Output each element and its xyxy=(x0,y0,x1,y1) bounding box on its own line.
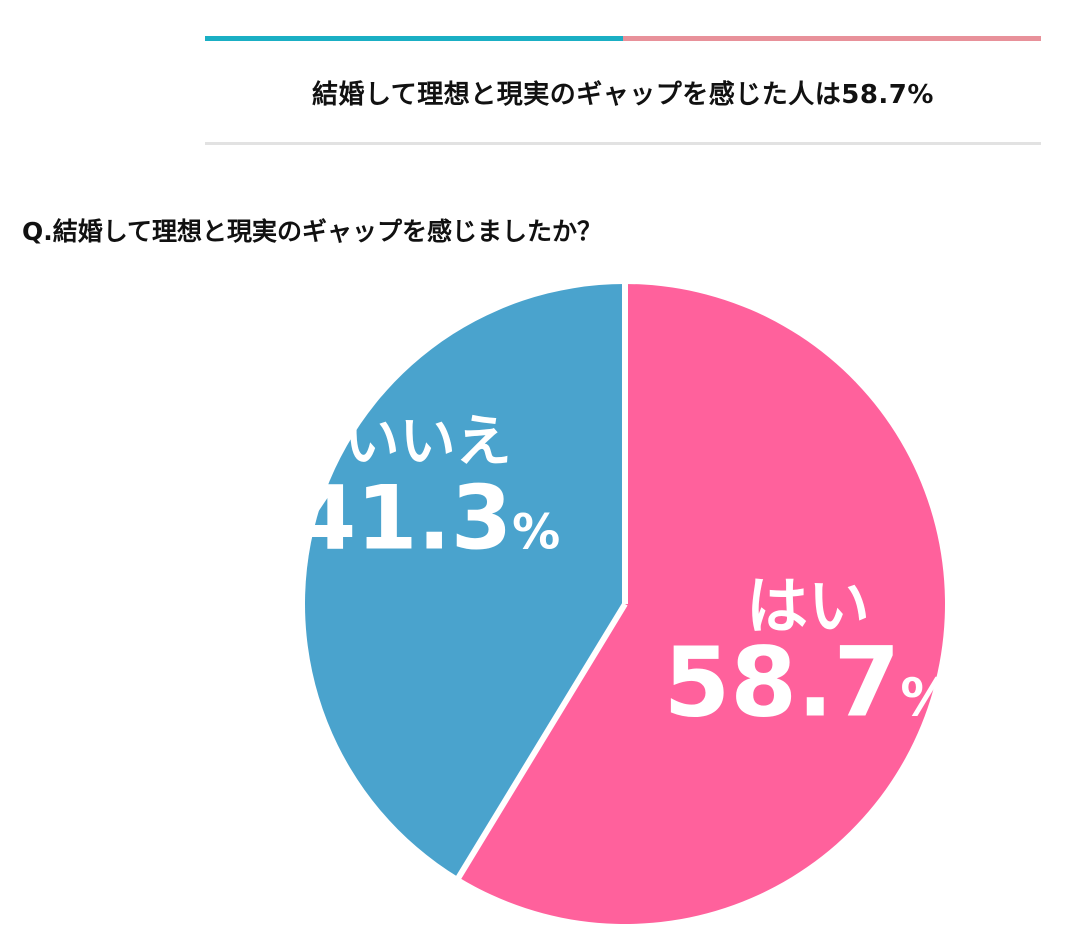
slice-value-no: 41.3% xyxy=(295,467,560,570)
pie-slice-yes xyxy=(458,284,946,924)
slice-label-no: いいえ xyxy=(344,410,512,475)
pie-separator-1 xyxy=(455,602,628,881)
survey-question: Q.結婚して理想と現実のギャップを感じましたか？ xyxy=(22,217,603,246)
headline-title: 結婚して理想と現実のギャップを感じた人は58.7% xyxy=(312,80,934,110)
pie-chart: はい 58.7% いいえ 41.3% xyxy=(290,270,960,939)
accent-bar-teal xyxy=(205,36,623,41)
pie-slice-no xyxy=(305,284,625,878)
headline-block: 結婚して理想と現実のギャップを感じた人は58.7% xyxy=(205,36,1041,146)
slice-value-yes: 58.7% xyxy=(663,626,952,738)
pie-slices xyxy=(305,282,946,924)
accent-bar-pink xyxy=(623,36,1041,41)
accent-bar xyxy=(205,36,1041,41)
slice-label-yes: はい xyxy=(746,569,870,642)
headline-divider xyxy=(205,142,1041,145)
